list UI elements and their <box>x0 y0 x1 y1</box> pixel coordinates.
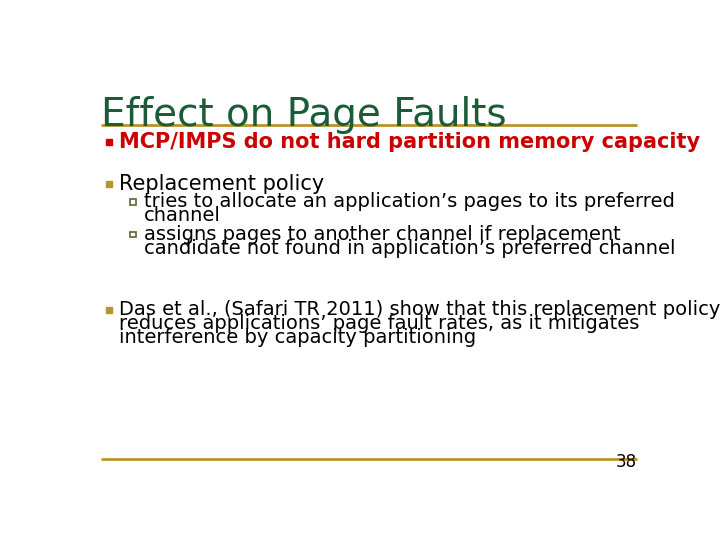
Text: reduces applications’ page fault rates, as it mitigates: reduces applications’ page fault rates, … <box>120 314 640 333</box>
Bar <box>130 199 136 205</box>
Bar <box>106 139 112 145</box>
Text: channel: channel <box>144 206 221 225</box>
Bar <box>106 307 112 313</box>
Text: candidate not found in application’s preferred channel: candidate not found in application’s pre… <box>144 239 676 258</box>
Text: tries to allocate an application’s pages to its preferred: tries to allocate an application’s pages… <box>144 192 675 211</box>
Text: 38: 38 <box>616 454 637 471</box>
Text: Effect on Page Faults: Effect on Page Faults <box>101 96 506 133</box>
Bar <box>130 232 136 237</box>
Text: interference by capacity partitioning: interference by capacity partitioning <box>120 328 477 347</box>
Bar <box>106 181 112 187</box>
Text: assigns pages to another channel if replacement: assigns pages to another channel if repl… <box>144 225 621 244</box>
Text: Replacement policy: Replacement policy <box>120 174 325 194</box>
Text: MCP/IMPS do not hard partition memory capacity: MCP/IMPS do not hard partition memory ca… <box>120 132 701 152</box>
Text: Das et al., (Safari TR 2011) show that this replacement policy: Das et al., (Safari TR 2011) show that t… <box>120 300 720 319</box>
